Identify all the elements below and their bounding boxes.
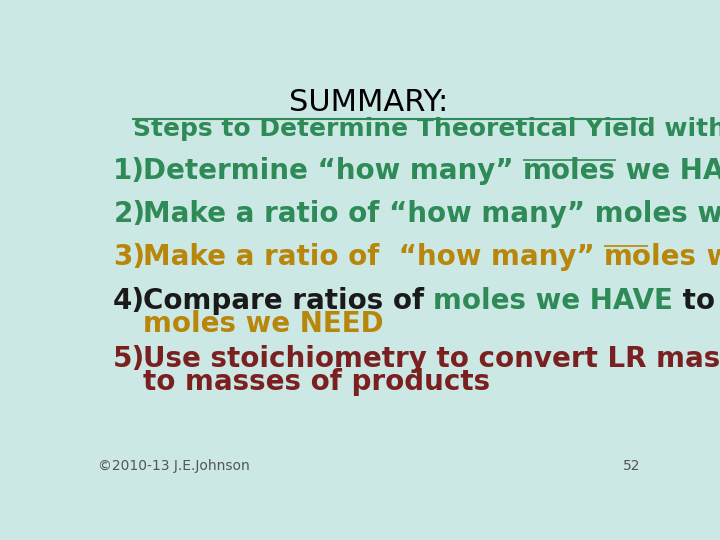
Text: 1): 1) — [113, 157, 145, 185]
Text: Compare ratios of: Compare ratios of — [143, 287, 433, 315]
Text: 5): 5) — [113, 345, 145, 373]
Text: Use stoichiometry to convert LR mass (or moles): Use stoichiometry to convert LR mass (or… — [143, 345, 720, 373]
Text: to masses of products: to masses of products — [143, 368, 490, 396]
Text: Make a ratio of  “how many”: Make a ratio of “how many” — [143, 244, 604, 272]
Text: we NEED: we NEED — [697, 244, 720, 272]
Text: moles: moles — [523, 157, 616, 185]
Text: ©2010-13 J.E.Johnson: ©2010-13 J.E.Johnson — [98, 459, 250, 473]
Text: to: to — [673, 287, 716, 315]
Text: moles we HAVE: moles we HAVE — [433, 287, 673, 315]
Text: 52: 52 — [623, 459, 640, 473]
Text: 3): 3) — [113, 244, 145, 272]
Text: Steps to Determine Theoretical Yield with a LR: Steps to Determine Theoretical Yield wit… — [132, 117, 720, 141]
Text: 2): 2) — [113, 200, 145, 228]
Text: moles: moles — [604, 244, 697, 272]
Text: Make a ratio of “how many” moles we HAVE: Make a ratio of “how many” moles we HAVE — [143, 200, 720, 228]
Text: SUMMARY:: SUMMARY: — [289, 88, 449, 117]
Text: moles we NEED: moles we NEED — [143, 309, 383, 338]
Text: we HAVE: we HAVE — [616, 157, 720, 185]
Text: Determine “how many”: Determine “how many” — [143, 157, 523, 185]
Text: 4): 4) — [113, 287, 145, 315]
